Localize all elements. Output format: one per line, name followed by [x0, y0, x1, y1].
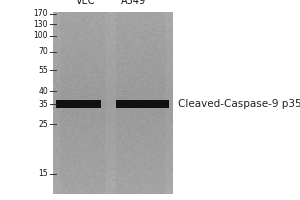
- Bar: [56, 100, 101, 108]
- Bar: [116, 100, 169, 108]
- Text: 15: 15: [38, 170, 48, 178]
- Text: 25: 25: [38, 120, 48, 129]
- Text: 70: 70: [38, 47, 48, 56]
- Text: 170: 170: [34, 9, 48, 19]
- Text: 130: 130: [34, 20, 48, 29]
- Text: 35: 35: [38, 100, 48, 109]
- Text: 55: 55: [38, 66, 48, 75]
- Text: 40: 40: [38, 87, 48, 96]
- Text: A549: A549: [121, 0, 146, 6]
- Text: 100: 100: [34, 31, 48, 40]
- Text: VEC: VEC: [76, 0, 95, 6]
- Text: Cleaved-Caspase-9 p35 (D315): Cleaved-Caspase-9 p35 (D315): [178, 99, 300, 109]
